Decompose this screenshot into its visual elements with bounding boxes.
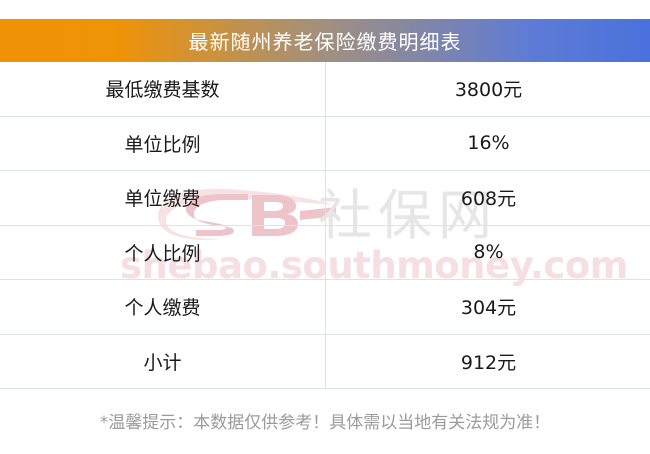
row-value: 8%: [325, 225, 650, 280]
row-label: 个人缴费: [0, 279, 326, 335]
table-row: 个人比例 8%: [0, 225, 650, 280]
disclaimer-note: *温馨提示：本数据仅供参考！具体需以当地有关法规为准！: [99, 413, 551, 433]
row-label: 最低缴费基数: [0, 62, 326, 117]
table-container: 最低缴费基数 3800元 单位比例 16% 单位缴费 608元 个人比例 8% …: [0, 62, 650, 389]
row-value: 608元: [325, 170, 650, 226]
table-row: 单位缴费 608元: [0, 170, 650, 226]
contribution-detail-table: 最低缴费基数 3800元 单位比例 16% 单位缴费 608元 个人比例 8% …: [0, 62, 650, 389]
row-label: 单位比例: [0, 116, 326, 171]
row-value: 3800元: [325, 62, 650, 117]
table-body: 最低缴费基数 3800元 单位比例 16% 单位缴费 608元 个人比例 8% …: [0, 62, 650, 389]
page-title: 最新随州养老保险缴费明细表: [188, 30, 462, 54]
row-label: 个人比例: [0, 225, 326, 280]
table-row: 小计 912元: [0, 334, 650, 389]
table-row: 最低缴费基数 3800元: [0, 62, 650, 117]
row-value: 912元: [325, 334, 650, 389]
table-row: 个人缴费 304元: [0, 279, 650, 335]
row-label: 单位缴费: [0, 170, 326, 226]
table-title-bar: 最新随州养老保险缴费明细表: [0, 19, 650, 62]
table-row: 单位比例 16%: [0, 116, 650, 171]
row-value: 16%: [325, 116, 650, 171]
row-value: 304元: [325, 279, 650, 335]
row-label: 小计: [0, 334, 326, 389]
